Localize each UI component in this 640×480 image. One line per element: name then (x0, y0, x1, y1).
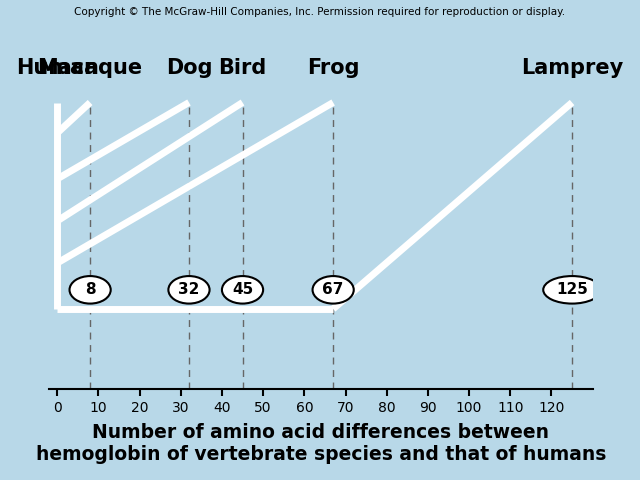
Ellipse shape (312, 276, 354, 303)
Ellipse shape (222, 276, 263, 303)
Text: Lamprey: Lamprey (521, 58, 623, 78)
Text: 125: 125 (556, 282, 588, 297)
Ellipse shape (168, 276, 209, 303)
Text: Bird: Bird (218, 58, 267, 78)
Text: 45: 45 (232, 282, 253, 297)
X-axis label: Number of amino acid differences between
hemoglobin of vertebrate species and th: Number of amino acid differences between… (36, 423, 606, 464)
Text: 8: 8 (85, 282, 95, 297)
Text: Copyright © The McGraw-Hill Companies, Inc. Permission required for reproduction: Copyright © The McGraw-Hill Companies, I… (74, 7, 566, 17)
Text: Macaque: Macaque (38, 58, 143, 78)
Ellipse shape (70, 276, 111, 303)
Text: 32: 32 (179, 282, 200, 297)
Text: Frog: Frog (307, 58, 360, 78)
Ellipse shape (543, 276, 601, 303)
Text: Human: Human (16, 58, 99, 78)
Text: Dog: Dog (166, 58, 212, 78)
Text: 67: 67 (323, 282, 344, 297)
